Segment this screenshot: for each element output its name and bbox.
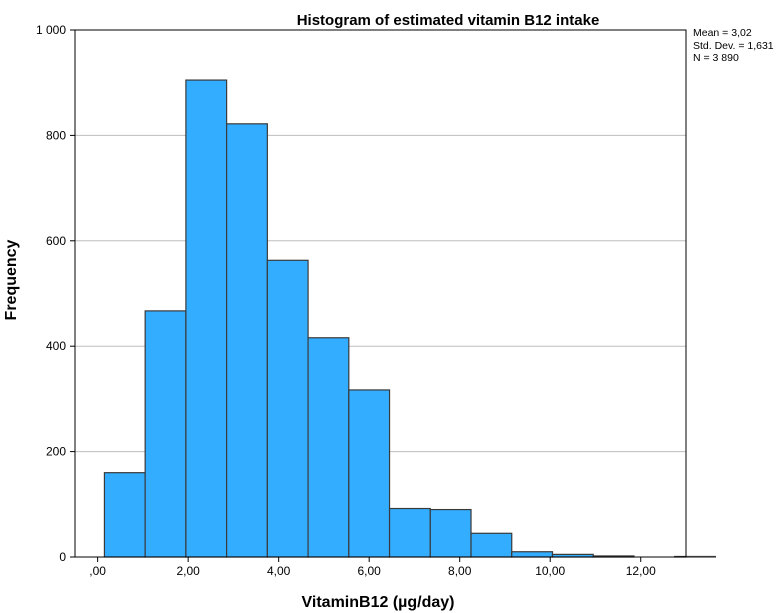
chart-title: Histogram of estimated vitamin B12 intak… <box>297 12 600 29</box>
stat-n: N = 3 890 <box>693 52 739 64</box>
x-tick-label: ,00 <box>89 564 106 578</box>
histogram-bar <box>307 337 350 558</box>
stat-std-dev: Std. Dev. = 1,631 <box>693 39 774 52</box>
x-tick-label: 4,00 <box>267 564 291 578</box>
histogram-bars <box>103 79 717 558</box>
y-tick-label: 0 <box>59 550 66 564</box>
y-axis-ticks: 0 200 400 600 800 1 000 <box>36 23 75 564</box>
stat-mean: Mean = 3,02 <box>693 27 752 39</box>
y-tick-label: 1 000 <box>36 23 66 37</box>
y-tick-label: 400 <box>46 339 66 353</box>
histogram-bar <box>429 508 472 558</box>
histogram-bar <box>388 507 431 558</box>
x-tick-label: 6,00 <box>358 564 382 578</box>
y-axis-label: Frequency <box>3 239 20 320</box>
statistics-legend: Mean = 3,02 Std. Dev. = 1,631 N = 3 890 <box>693 27 774 65</box>
y-tick-label: 600 <box>46 234 66 248</box>
x-axis-label: VitaminB12 (µg/day) <box>302 594 455 611</box>
x-tick-label: 8,00 <box>448 564 472 578</box>
histogram-bar <box>185 79 228 558</box>
histogram-bar <box>470 532 513 558</box>
x-tick-label: 12,00 <box>626 564 656 578</box>
histogram-bar <box>511 551 554 558</box>
plot-area-frame <box>74 29 687 558</box>
x-axis-ticks: ,00 2,00 4,00 6,00 8,00 10,00 12,00 <box>89 557 656 578</box>
x-tick-label: 10,00 <box>535 564 565 578</box>
y-tick-label: 800 <box>46 128 66 142</box>
y-tick-label: 200 <box>46 445 66 459</box>
histogram-bar <box>144 310 187 558</box>
histogram-bar <box>226 123 268 558</box>
histogram-bar <box>348 389 391 558</box>
x-tick-label: 2,00 <box>176 564 200 578</box>
histogram-bar <box>266 259 309 558</box>
histogram-bar <box>103 472 146 558</box>
